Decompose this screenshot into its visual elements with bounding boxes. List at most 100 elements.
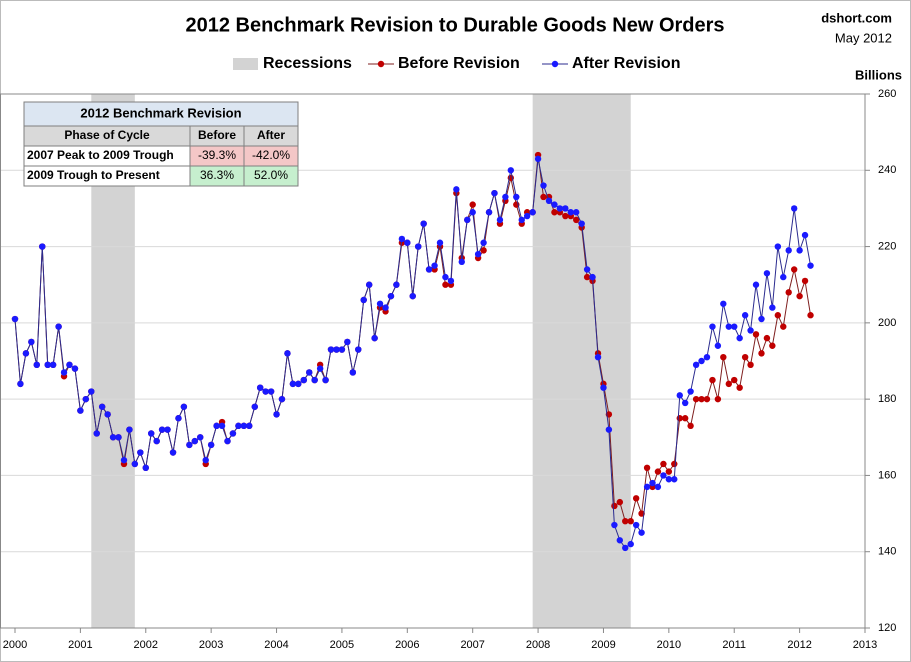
data-point bbox=[240, 422, 248, 430]
data-point bbox=[567, 209, 574, 216]
table-header: Phase of Cycle bbox=[64, 128, 150, 142]
legend-label: Before Revision bbox=[398, 55, 520, 72]
data-point bbox=[523, 212, 531, 220]
data-point bbox=[698, 395, 705, 403]
data-point bbox=[224, 437, 231, 445]
data-point bbox=[66, 361, 73, 369]
y-axis-label: Billions bbox=[855, 67, 902, 82]
data-point bbox=[556, 205, 564, 212]
data-point bbox=[120, 456, 128, 464]
y-tick-label: 120 bbox=[878, 622, 896, 634]
x-tick-label: 2001 bbox=[68, 639, 92, 651]
data-point bbox=[627, 518, 634, 525]
data-point bbox=[355, 346, 362, 353]
x-tick-label: 2006 bbox=[395, 639, 419, 651]
data-point bbox=[147, 430, 155, 437]
x-tick-label: 2008 bbox=[526, 639, 550, 651]
data-point bbox=[398, 235, 406, 243]
data-point bbox=[496, 216, 504, 224]
data-point bbox=[807, 312, 814, 319]
x-tick-label: 2012 bbox=[787, 639, 811, 651]
data-point bbox=[393, 281, 400, 288]
table-cell-text: -42.0% bbox=[252, 148, 290, 162]
data-point bbox=[583, 266, 591, 273]
data-point bbox=[638, 529, 645, 536]
data-point bbox=[709, 376, 716, 384]
data-point bbox=[213, 422, 220, 430]
data-point bbox=[431, 262, 438, 269]
data-point bbox=[616, 498, 624, 506]
data-point bbox=[44, 361, 51, 369]
data-point bbox=[687, 422, 694, 430]
data-point bbox=[28, 338, 35, 346]
data-point bbox=[562, 212, 569, 220]
data-point bbox=[186, 441, 193, 449]
data-point bbox=[246, 422, 253, 430]
data-point bbox=[513, 193, 520, 201]
y-tick-label: 260 bbox=[878, 88, 896, 100]
data-point bbox=[49, 361, 57, 369]
data-point bbox=[169, 449, 177, 456]
table-cell-text: 36.3% bbox=[200, 168, 234, 182]
data-point bbox=[425, 266, 433, 273]
data-point bbox=[284, 350, 291, 357]
data-point bbox=[360, 296, 367, 304]
data-point bbox=[344, 338, 351, 346]
data-point bbox=[578, 220, 585, 227]
y-tick-label: 160 bbox=[878, 469, 896, 481]
data-point bbox=[736, 384, 743, 391]
data-point bbox=[371, 334, 378, 342]
data-point bbox=[376, 300, 384, 307]
x-tick-label: 2010 bbox=[657, 639, 681, 651]
data-point bbox=[491, 189, 498, 197]
data-point bbox=[415, 243, 422, 250]
data-point bbox=[365, 281, 373, 288]
data-point bbox=[115, 434, 122, 441]
data-point bbox=[306, 369, 313, 376]
data-point bbox=[741, 312, 749, 319]
data-point bbox=[278, 395, 286, 403]
table-header: Before bbox=[198, 128, 236, 142]
data-point bbox=[747, 327, 754, 334]
data-point bbox=[594, 353, 602, 361]
data-point bbox=[480, 247, 487, 254]
table-cell-text: 52.0% bbox=[254, 168, 288, 182]
data-point bbox=[534, 155, 542, 163]
data-point bbox=[382, 304, 389, 311]
data-point bbox=[235, 422, 242, 430]
x-tick-label: 2009 bbox=[591, 639, 615, 651]
data-point bbox=[327, 346, 335, 353]
data-point bbox=[622, 544, 629, 552]
data-point bbox=[322, 376, 329, 384]
data-point bbox=[197, 434, 204, 441]
data-point bbox=[131, 460, 139, 468]
x-tick-label: 2002 bbox=[134, 639, 158, 651]
data-point bbox=[731, 376, 738, 384]
data-point bbox=[676, 392, 683, 399]
legend-swatch bbox=[233, 58, 258, 70]
data-point bbox=[627, 540, 634, 548]
data-point bbox=[316, 365, 324, 372]
data-point bbox=[665, 468, 673, 475]
data-point bbox=[71, 365, 79, 372]
chart-title: 2012 Benchmark Revision to Durable Goods… bbox=[185, 14, 724, 36]
data-point bbox=[763, 334, 771, 342]
data-point bbox=[720, 353, 727, 361]
table-title: 2012 Benchmark Revision bbox=[80, 105, 241, 120]
data-point bbox=[774, 243, 782, 250]
data-point bbox=[158, 426, 166, 433]
data-point bbox=[273, 411, 280, 418]
data-point bbox=[502, 193, 509, 201]
data-point bbox=[256, 384, 264, 391]
data-point bbox=[229, 430, 237, 437]
data-point bbox=[218, 422, 226, 430]
data-point bbox=[387, 292, 395, 300]
data-point bbox=[703, 353, 711, 361]
data-point bbox=[442, 273, 449, 281]
data-point bbox=[485, 209, 493, 216]
data-point bbox=[104, 411, 111, 418]
data-point bbox=[191, 437, 199, 445]
x-tick-label: 2000 bbox=[3, 639, 27, 651]
data-point bbox=[540, 193, 547, 201]
